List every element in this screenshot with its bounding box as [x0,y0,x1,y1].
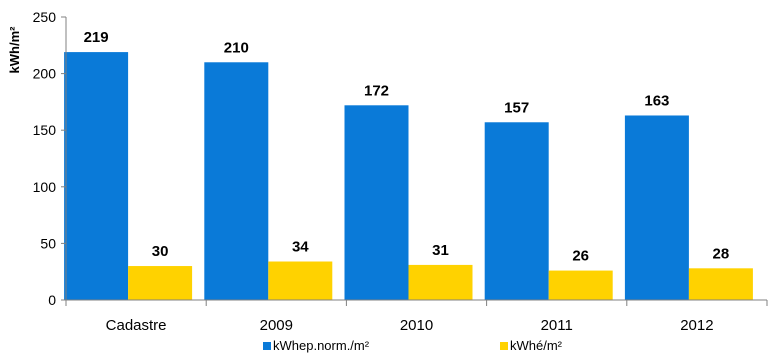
data-label-series2-2: 34 [292,239,309,256]
bar-series1-2 [204,62,269,300]
x-tick-label: 2011 [541,317,573,334]
bars-layer: 219 30 210 34 172 31 157 26 163 28 [64,29,753,301]
data-label-series2-4: 26 [572,248,589,265]
axes-layer: Cadastre 2009 2010 2011 2012 0 50 100 150 200 250 [33,9,768,334]
y-axis-title: kWh/m² [7,26,22,74]
legend-swatch-2 [500,342,508,350]
bar-series1-5 [624,115,689,300]
y-tick-label: 150 [33,122,57,138]
y-tick-label: 250 [33,9,57,25]
bar-series1-1 [64,52,129,301]
y-tick-label: 50 [40,235,56,251]
legend-swatch-1 [263,342,271,350]
legend-label-1: kWhep.norm./m² [273,338,370,353]
legend: kWhep.norm./m² kWhé/m² [263,338,563,353]
bar-series2-5 [688,268,753,300]
data-label-series1-4: 157 [504,99,529,116]
x-tick-label: 2012 [680,317,713,334]
data-label-series1-5: 163 [644,92,669,109]
data-label-series2-1: 30 [152,243,169,260]
data-label-series1-3: 172 [364,82,389,99]
bar-series1-4 [484,122,549,300]
data-label-series1-1: 219 [84,29,109,46]
x-tick-label: 2009 [260,317,293,334]
bar-series2-1 [128,266,193,300]
x-tick-label: Cadastre [106,317,167,334]
x-tick-label: 2010 [400,317,433,334]
data-label-series2-5: 28 [713,245,730,262]
data-label-series2-3: 31 [432,242,449,259]
bar-series1-3 [344,105,409,301]
legend-label-2: kWhé/m² [510,338,563,353]
y-tick-label: 0 [48,292,56,308]
y-tick-label: 200 [33,66,57,82]
bar-series2-2 [268,261,333,300]
data-label-series1-2: 210 [224,39,249,56]
y-tick-label: 100 [33,179,57,195]
bar-series2-3 [408,264,473,300]
bar-series2-4 [548,270,613,300]
